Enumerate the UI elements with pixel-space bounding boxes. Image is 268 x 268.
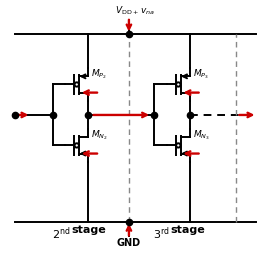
Text: $M_{N_2}$: $M_{N_2}$	[91, 128, 108, 142]
Text: $M_{P_3}$: $M_{P_3}$	[193, 67, 209, 81]
Text: $v_{na}$: $v_{na}$	[140, 7, 154, 17]
Text: $V_{\rm DD+}$: $V_{\rm DD+}$	[115, 5, 139, 17]
Text: $M_{P_2}$: $M_{P_2}$	[91, 67, 107, 81]
Text: GND: GND	[117, 238, 141, 248]
Text: $2^{\rm nd}$: $2^{\rm nd}$	[52, 225, 70, 242]
Text: stage: stage	[171, 225, 206, 235]
Text: $M_{N_3}$: $M_{N_3}$	[193, 128, 210, 142]
Text: stage: stage	[72, 225, 107, 235]
Text: $3^{\rm rd}$: $3^{\rm rd}$	[153, 225, 170, 242]
